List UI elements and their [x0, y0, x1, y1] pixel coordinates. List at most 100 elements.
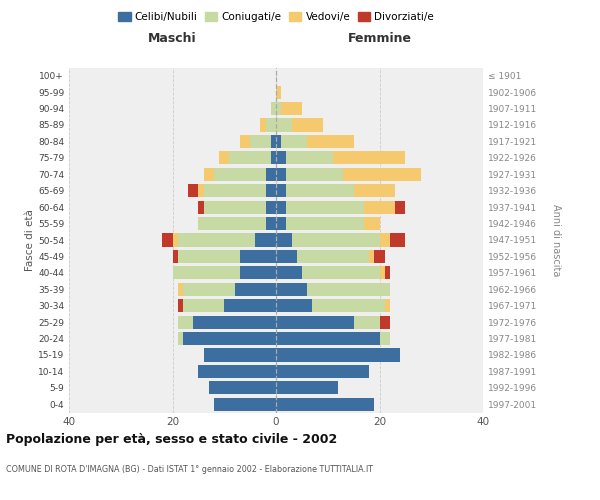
Bar	[162, 234, 173, 246]
Bar	[276, 102, 281, 115]
Bar	[364, 200, 395, 213]
Bar	[266, 184, 276, 198]
Bar	[276, 118, 292, 132]
Bar	[178, 332, 183, 345]
Bar	[178, 250, 240, 263]
Bar	[276, 332, 380, 345]
Bar	[312, 299, 385, 312]
Bar	[199, 200, 203, 213]
Text: Maschi: Maschi	[148, 32, 197, 45]
Bar	[173, 234, 178, 246]
Bar	[385, 299, 390, 312]
Bar	[380, 266, 385, 280]
Y-axis label: Anni di nascita: Anni di nascita	[551, 204, 561, 276]
Bar	[214, 168, 266, 181]
Bar	[302, 266, 380, 280]
Bar	[219, 152, 229, 164]
Bar	[364, 217, 380, 230]
Bar	[369, 250, 374, 263]
Bar	[209, 382, 276, 394]
Bar	[203, 184, 266, 198]
Bar	[199, 217, 266, 230]
Bar	[178, 316, 193, 328]
Bar	[203, 348, 276, 362]
Bar	[199, 184, 203, 198]
Bar	[266, 217, 276, 230]
Bar	[286, 184, 353, 198]
Bar	[224, 299, 276, 312]
Bar	[276, 299, 312, 312]
Bar	[296, 250, 369, 263]
Bar	[286, 152, 333, 164]
Bar	[183, 282, 235, 296]
Bar	[380, 316, 390, 328]
Bar	[266, 168, 276, 181]
Bar	[178, 299, 183, 312]
Bar	[286, 168, 343, 181]
Bar	[292, 118, 323, 132]
Bar	[276, 365, 369, 378]
Text: Femmine: Femmine	[347, 32, 412, 45]
Bar	[390, 234, 406, 246]
Bar	[276, 398, 374, 411]
Bar	[229, 152, 271, 164]
Bar	[250, 135, 271, 148]
Bar	[240, 135, 250, 148]
Bar	[183, 299, 224, 312]
Bar	[276, 152, 286, 164]
Bar	[276, 266, 302, 280]
Bar	[235, 282, 276, 296]
Bar	[271, 152, 276, 164]
Bar	[173, 266, 240, 280]
Bar	[307, 135, 353, 148]
Bar	[276, 382, 338, 394]
Bar	[286, 217, 364, 230]
Bar	[178, 234, 256, 246]
Bar	[276, 234, 292, 246]
Bar	[276, 168, 286, 181]
Bar	[281, 135, 307, 148]
Bar	[276, 250, 296, 263]
Bar	[374, 250, 385, 263]
Legend: Celibi/Nubili, Coniugati/e, Vedovi/e, Divorziati/e: Celibi/Nubili, Coniugati/e, Vedovi/e, Di…	[114, 8, 438, 26]
Bar	[183, 332, 276, 345]
Bar	[178, 282, 183, 296]
Bar	[260, 118, 266, 132]
Bar	[395, 200, 406, 213]
Bar	[385, 266, 390, 280]
Bar	[281, 102, 302, 115]
Bar	[276, 184, 286, 198]
Text: COMUNE DI ROTA D'IMAGNA (BG) - Dati ISTAT 1° gennaio 2002 - Elaborazione TUTTITA: COMUNE DI ROTA D'IMAGNA (BG) - Dati ISTA…	[6, 466, 373, 474]
Bar	[271, 102, 276, 115]
Bar	[203, 200, 266, 213]
Bar	[199, 365, 276, 378]
Bar	[276, 86, 281, 98]
Bar	[353, 316, 380, 328]
Bar	[173, 250, 178, 263]
Bar	[380, 332, 390, 345]
Bar	[240, 250, 276, 263]
Bar	[266, 200, 276, 213]
Bar	[256, 234, 276, 246]
Bar	[276, 316, 353, 328]
Bar	[266, 118, 276, 132]
Bar	[292, 234, 380, 246]
Bar	[353, 184, 395, 198]
Y-axis label: Fasce di età: Fasce di età	[25, 209, 35, 271]
Bar	[276, 200, 286, 213]
Bar	[380, 234, 390, 246]
Bar	[271, 135, 276, 148]
Bar	[307, 282, 390, 296]
Bar	[203, 168, 214, 181]
Text: Popolazione per età, sesso e stato civile - 2002: Popolazione per età, sesso e stato civil…	[6, 432, 337, 446]
Bar	[188, 184, 199, 198]
Bar	[276, 217, 286, 230]
Bar	[193, 316, 276, 328]
Bar	[276, 282, 307, 296]
Bar	[276, 348, 400, 362]
Bar	[286, 200, 364, 213]
Bar	[333, 152, 406, 164]
Bar	[214, 398, 276, 411]
Bar	[240, 266, 276, 280]
Bar	[343, 168, 421, 181]
